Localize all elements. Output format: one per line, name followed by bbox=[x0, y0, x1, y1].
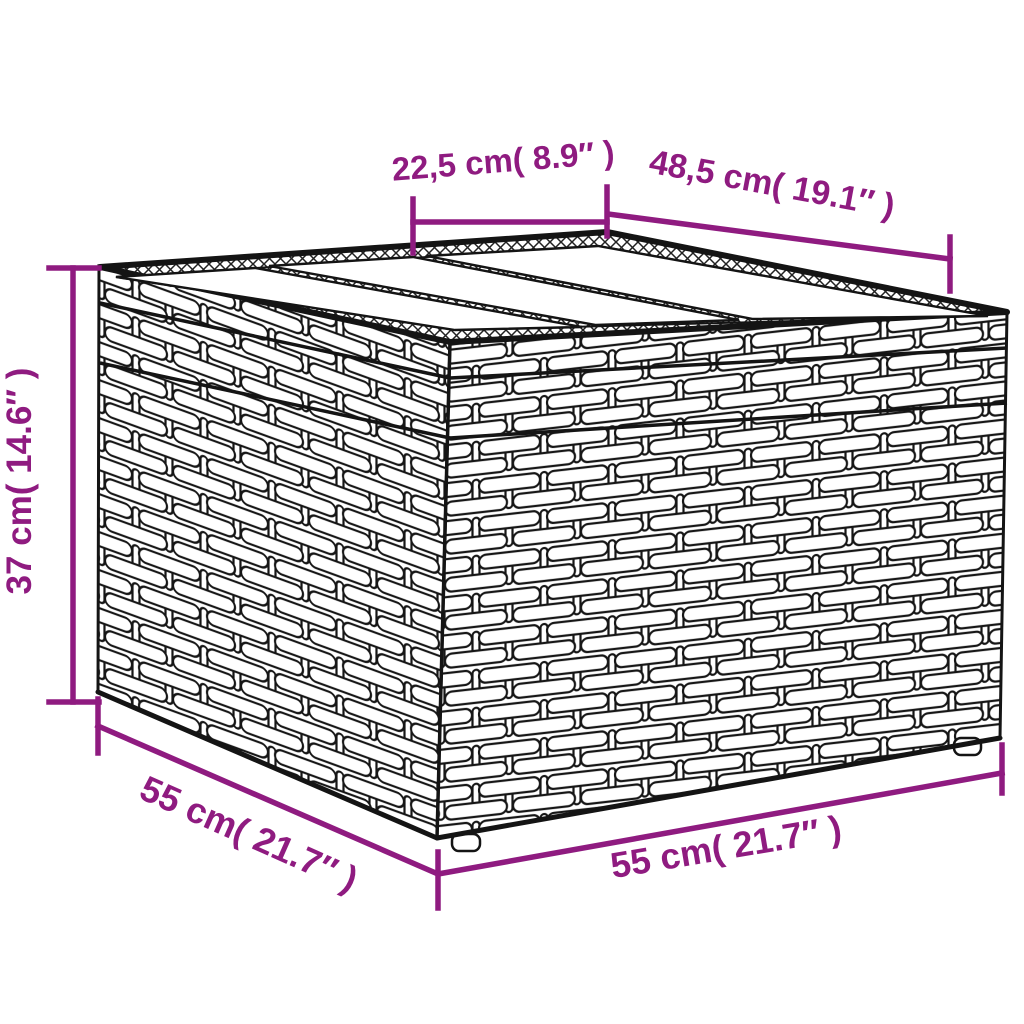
table-corner-edge bbox=[435, 341, 452, 839]
dim-top-large-line bbox=[604, 210, 954, 263]
glass-panel-back bbox=[426, 244, 989, 321]
bottom-edge-left bbox=[95, 689, 440, 841]
dimension-lines bbox=[46, 184, 1006, 911]
dim-width-line bbox=[434, 769, 1006, 878]
left-face-apron-line-top bbox=[99, 301, 451, 380]
dim-label-top-large: 48,5 cm( 19.1″ ) bbox=[646, 143, 898, 226]
right-face-apron-line-top bbox=[449, 346, 1008, 380]
bottom-edge-right bbox=[434, 735, 1003, 841]
left-face-apron-line-bottom bbox=[99, 361, 451, 440]
glass-panel-front bbox=[115, 266, 583, 332]
table-illustration bbox=[95, 229, 1010, 853]
dim-depth-line bbox=[94, 722, 442, 878]
table-right-face bbox=[435, 310, 1009, 840]
dim-label-width: 55 cm( 21.7″ ) bbox=[607, 807, 844, 886]
glass-panel-middle bbox=[268, 255, 740, 327]
dim-label-top-small: 22,5 cm( 8.9″ ) bbox=[390, 133, 615, 187]
right-face-apron-line-bottom bbox=[449, 401, 1008, 440]
table-left-face bbox=[96, 264, 452, 841]
dim-label-height: 37 cm( 14.6″ ) bbox=[0, 368, 39, 595]
